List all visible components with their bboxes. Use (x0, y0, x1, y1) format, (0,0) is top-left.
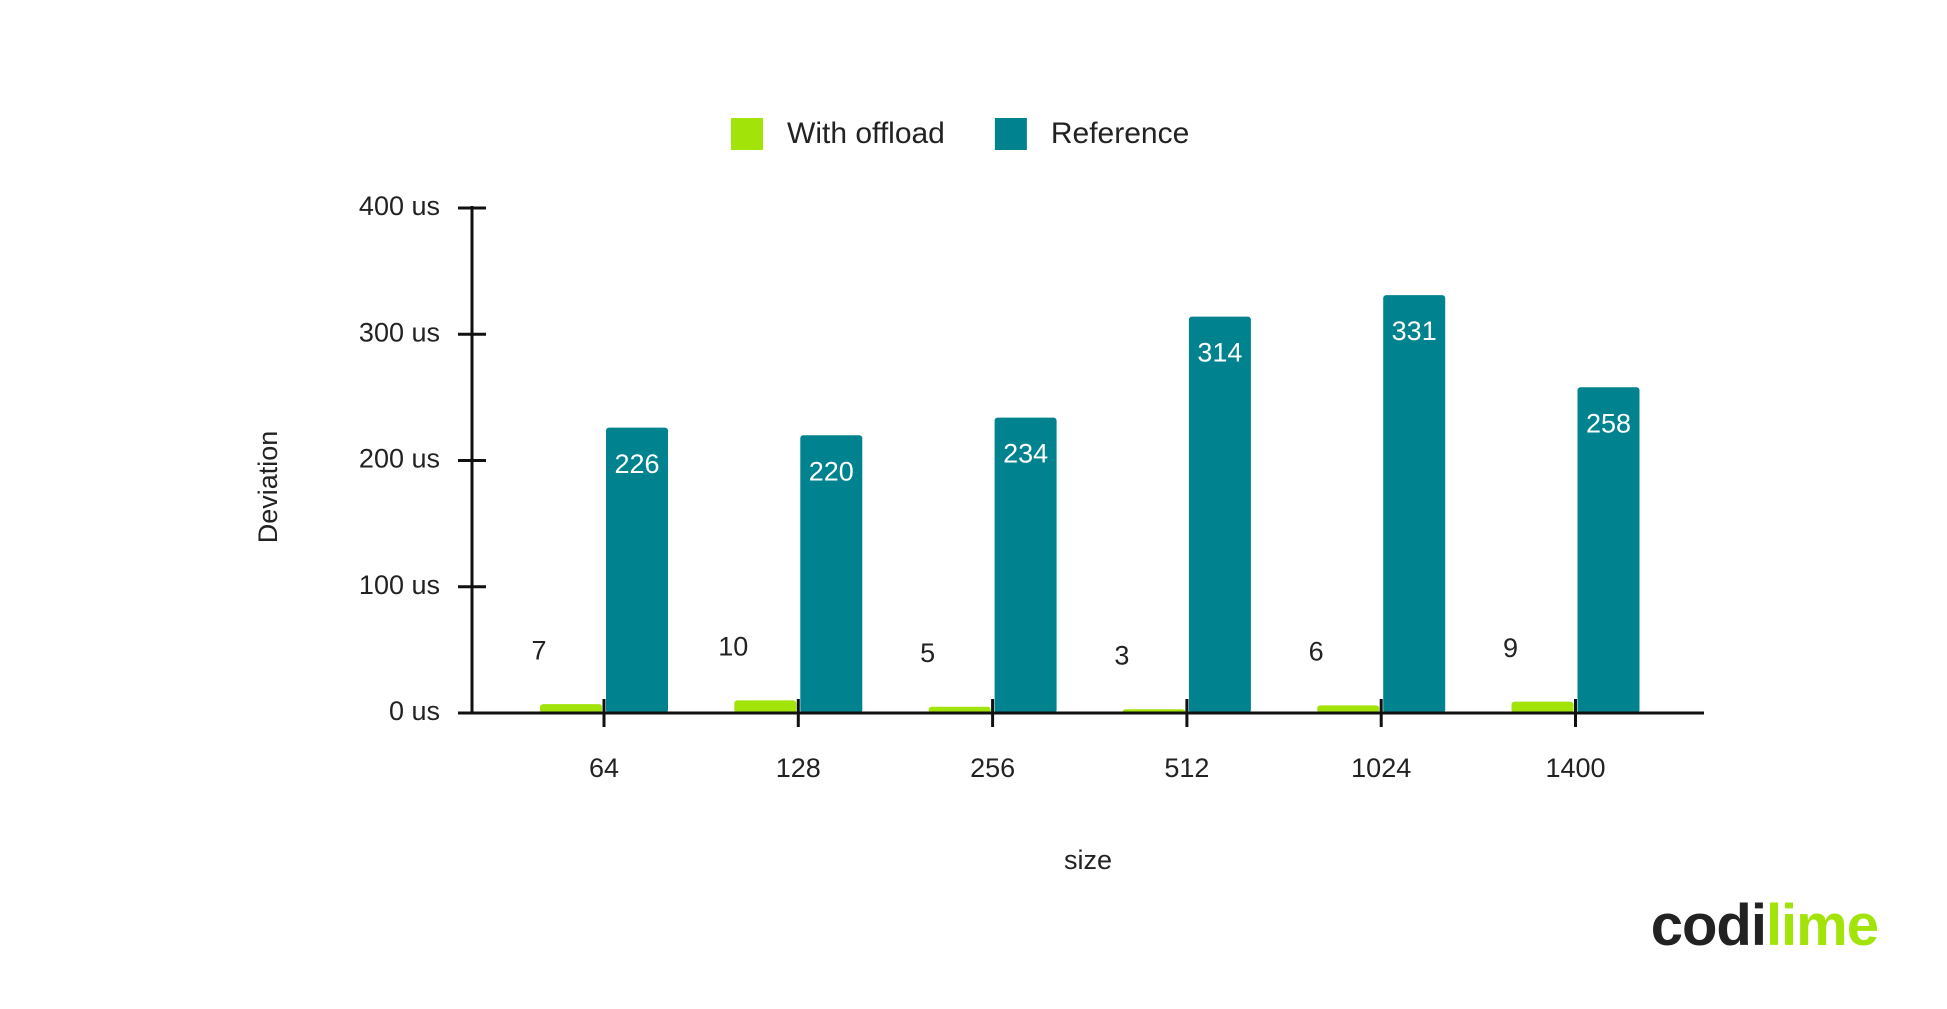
y-tick-label: 200 us (359, 444, 440, 474)
y-tick-label: 0 us (389, 696, 440, 726)
data-label: 3 (1114, 640, 1129, 670)
bar (606, 427, 668, 713)
data-label: 234 (1003, 439, 1048, 469)
data-label: 226 (614, 449, 659, 479)
x-tick-label: 64 (589, 753, 619, 783)
bar (1317, 705, 1380, 713)
bar (1511, 701, 1574, 713)
bar (540, 704, 602, 713)
data-label: 9 (1503, 633, 1518, 663)
data-label: 331 (1392, 316, 1437, 346)
bar (734, 700, 797, 713)
legend-swatch (994, 118, 1027, 150)
y-tick-label: 100 us (359, 570, 440, 600)
bar (1577, 387, 1640, 713)
bar (1188, 316, 1251, 713)
x-tick-label: 512 (1164, 753, 1209, 783)
legend-label: Reference (1051, 117, 1189, 150)
data-label: 6 (1309, 637, 1324, 667)
bar (994, 417, 1057, 713)
data-label: 7 (531, 635, 546, 665)
y-tick-label: 300 us (359, 317, 440, 347)
logo: codilime (1651, 893, 1878, 958)
x-axis-title: size (1064, 845, 1112, 875)
data-label: 5 (920, 638, 935, 668)
logo-light: lime (1766, 893, 1878, 958)
data-label: 220 (809, 456, 854, 486)
bar (800, 435, 863, 713)
bar (1383, 295, 1446, 713)
legend-label: With offload (787, 117, 945, 150)
data-label: 314 (1197, 338, 1242, 368)
x-tick-label: 128 (776, 753, 821, 783)
logo-dark: codi (1651, 893, 1766, 958)
x-tick-label: 1400 (1545, 753, 1605, 783)
data-label: 258 (1586, 408, 1631, 438)
data-label: 10 (718, 632, 748, 662)
y-axis-title: Deviation (253, 431, 283, 544)
y-tick-label: 400 us (359, 191, 440, 221)
x-tick-label: 256 (970, 753, 1015, 783)
legend-swatch (731, 118, 763, 150)
bar (928, 706, 991, 713)
x-tick-label: 1024 (1351, 753, 1411, 783)
